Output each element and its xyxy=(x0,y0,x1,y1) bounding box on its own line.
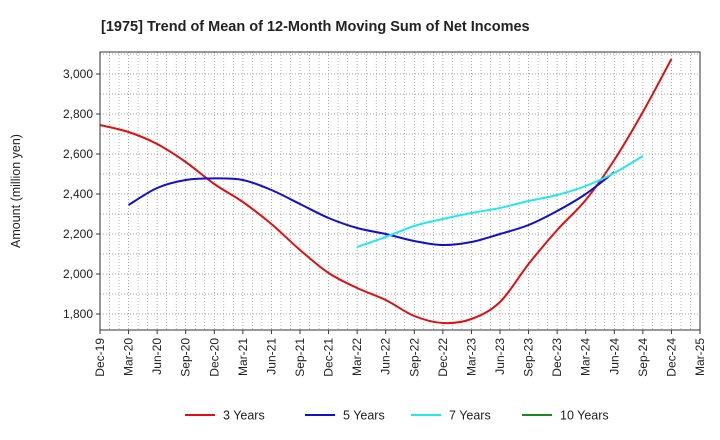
x-tick-label: Jun-20 xyxy=(150,338,164,375)
x-tick-label: Dec-23 xyxy=(550,338,564,377)
x-tick-label: Dec-22 xyxy=(436,338,450,377)
x-tick-label: Jun-21 xyxy=(264,338,278,375)
y-tick-label: 2,400 xyxy=(63,187,93,201)
y-tick-label: 2,200 xyxy=(63,227,93,241)
x-tick-label: Dec-21 xyxy=(322,338,336,377)
legend-label: 5 Years xyxy=(343,409,385,423)
series-lines xyxy=(99,58,673,325)
legend-label: 3 Years xyxy=(223,409,265,423)
x-tick-label: Jun-22 xyxy=(379,338,393,375)
plot-frame xyxy=(99,51,701,331)
x-tick-label: Jun-24 xyxy=(607,338,621,375)
x-tick-label: Dec-24 xyxy=(664,338,678,377)
x-tick-label: Mar-24 xyxy=(579,338,593,376)
y-tick-label: 2,800 xyxy=(63,107,93,121)
y-axis-ticks: 1,800 2,000 2,200 2,400 2,600 2,800 3,000 xyxy=(63,67,100,321)
x-tick-label: Mar-20 xyxy=(122,338,136,376)
x-tick-label: Mar-21 xyxy=(236,338,250,376)
x-tick-label: Sep-22 xyxy=(407,338,421,377)
x-tick-label: Jun-23 xyxy=(493,338,507,375)
legend-label: 10 Years xyxy=(560,409,609,423)
series-line-3-years xyxy=(99,58,673,325)
x-tick-label: Mar-25 xyxy=(693,338,707,376)
legend: 3 Years 5 Years 7 Years 10 Years xyxy=(185,409,609,423)
x-tick-label: Dec-19 xyxy=(93,338,107,377)
series-line-7-years xyxy=(356,155,644,248)
series-line-5-years xyxy=(128,171,615,247)
y-axis-label: Amount (million yen) xyxy=(9,134,23,248)
chart-title: [1975] Trend of Mean of 12-Month Moving … xyxy=(101,19,530,35)
x-axis-ticks: Dec-19 Mar-20 Jun-20 Sep-20 Dec-20 Mar-21 Jun-… xyxy=(93,330,707,377)
y-tick-label: 2,000 xyxy=(63,267,93,281)
x-tick-label: Sep-20 xyxy=(179,338,193,377)
x-tick-label: Mar-23 xyxy=(464,338,478,376)
y-tick-label: 1,800 xyxy=(63,307,93,321)
x-tick-label: Mar-22 xyxy=(350,338,364,376)
y-tick-label: 3,000 xyxy=(63,67,93,81)
x-tick-label: Sep-21 xyxy=(293,338,307,377)
y-tick-label: 2,600 xyxy=(63,147,93,161)
x-tick-label: Sep-24 xyxy=(636,338,650,377)
plot-area xyxy=(100,52,700,330)
x-tick-label: Sep-23 xyxy=(522,338,536,377)
legend-label: 7 Years xyxy=(449,409,491,423)
x-tick-label: Dec-20 xyxy=(207,338,221,377)
